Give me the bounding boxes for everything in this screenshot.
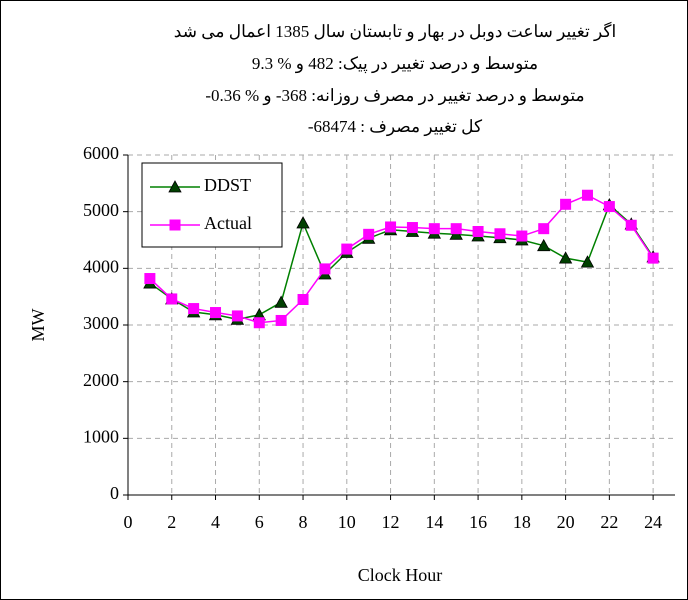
x-tick-label: 4 — [211, 512, 220, 532]
marker — [516, 230, 528, 242]
y-tick-label: 2000 — [83, 370, 119, 390]
marker — [296, 216, 310, 229]
marker — [274, 295, 288, 308]
marker — [275, 314, 287, 326]
marker — [647, 252, 659, 264]
chart-title: کل تغییر مصرف : 68474- — [308, 117, 483, 137]
marker — [188, 303, 200, 315]
marker — [494, 228, 506, 240]
marker — [385, 221, 397, 233]
x-axis-label: Clock Hour — [358, 565, 443, 585]
marker — [472, 226, 484, 237]
y-tick-label: 1000 — [83, 426, 119, 446]
x-tick-label: 12 — [382, 512, 400, 532]
marker — [450, 223, 462, 235]
x-tick-label: 0 — [124, 512, 133, 532]
chart-title: متوسط و درصد تغییر در پیک: 482 و % 9.3 — [252, 54, 538, 74]
y-axis-label: MW — [28, 308, 48, 341]
legend-label: DDST — [204, 175, 251, 195]
marker — [341, 243, 353, 255]
marker — [297, 294, 309, 305]
chart-title: متوسط و درصد تغییر در مصرف روزانه: 368- … — [205, 86, 584, 106]
marker — [538, 223, 550, 235]
marker — [581, 189, 593, 201]
y-tick-label: 0 — [110, 483, 119, 503]
marker — [363, 228, 375, 240]
x-tick-label: 8 — [299, 512, 308, 532]
marker — [253, 317, 265, 329]
x-tick-label: 18 — [513, 512, 531, 532]
x-tick-label: 20 — [557, 512, 575, 532]
legend-marker — [168, 180, 182, 193]
y-tick-label: 5000 — [83, 200, 119, 220]
marker — [210, 307, 222, 319]
x-tick-label: 16 — [469, 512, 487, 532]
marker — [319, 263, 331, 275]
y-tick-label: 3000 — [83, 313, 119, 333]
marker — [558, 251, 573, 264]
y-tick-label: 6000 — [83, 143, 119, 163]
x-tick-label: 22 — [600, 512, 618, 532]
legend-marker — [169, 219, 181, 231]
legend-label: Actual — [204, 213, 252, 233]
x-tick-label: 24 — [644, 512, 662, 532]
marker — [560, 198, 572, 210]
marker — [603, 201, 615, 213]
marker — [406, 222, 418, 234]
x-tick-label: 6 — [255, 512, 264, 532]
marker — [231, 310, 243, 322]
x-tick-label: 14 — [425, 512, 443, 532]
marker — [580, 255, 595, 268]
marker — [428, 223, 440, 235]
marker — [144, 273, 156, 285]
x-tick-label: 10 — [338, 512, 356, 532]
legend-box — [141, 162, 283, 248]
y-tick-label: 4000 — [83, 256, 119, 276]
x-tick-label: 2 — [167, 512, 176, 532]
marker — [537, 238, 551, 252]
chart-title: اگر تغییر ساعت دوبل در بهار و تابستان سا… — [174, 21, 616, 42]
marker — [166, 293, 178, 305]
marker — [625, 219, 637, 231]
